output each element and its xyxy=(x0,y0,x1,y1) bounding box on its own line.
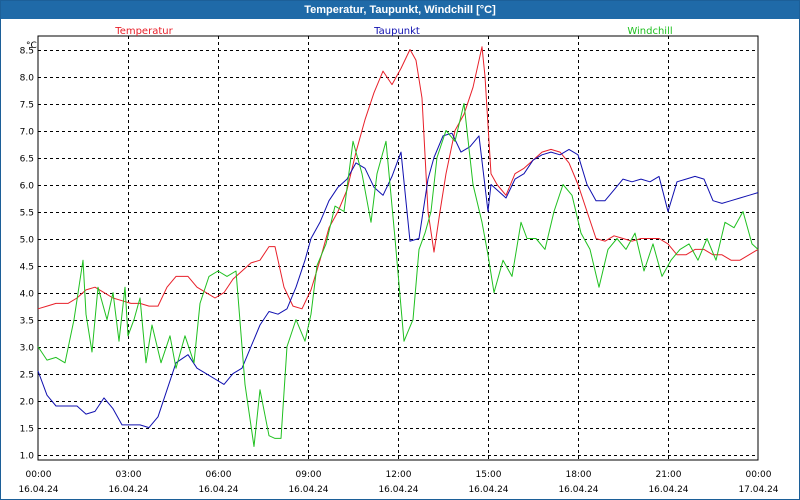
y-tick-label: 1.0 xyxy=(20,452,35,462)
x-tick-time: 00:00 xyxy=(746,470,772,480)
y-tick-label: 1.5 xyxy=(20,425,34,435)
y-tick-label: 2.0 xyxy=(20,398,35,408)
x-tick-date: 16.04.24 xyxy=(288,485,328,495)
x-tick-time: 09:00 xyxy=(296,470,322,480)
plot-frame xyxy=(37,35,759,461)
y-tick-label: 7.0 xyxy=(20,128,35,138)
y-tick-label: 8.0 xyxy=(20,74,35,84)
x-tick-time: 21:00 xyxy=(656,470,682,480)
x-tick-date: 16.04.24 xyxy=(378,485,418,495)
series-line-taupunkt xyxy=(37,132,759,429)
y-tick-label: 6.5 xyxy=(20,155,34,165)
x-tick-date: 16.04.24 xyxy=(558,485,598,495)
chart-series xyxy=(37,46,759,447)
x-tick-time: 15:00 xyxy=(476,470,502,480)
y-tick-label: 3.0 xyxy=(20,344,35,354)
legend-temperatur: Temperatur xyxy=(114,26,173,37)
y-tick-label: 4.0 xyxy=(20,290,35,300)
chart-axes xyxy=(37,35,759,461)
y-tick-label: 6.0 xyxy=(20,182,35,192)
y-tick-label: 8.5 xyxy=(20,47,34,57)
y-tick-label: 3.5 xyxy=(20,317,34,327)
x-tick-time: 03:00 xyxy=(116,470,142,480)
x-tick-date: 16.04.24 xyxy=(468,485,508,495)
legend-windchill: Windchill xyxy=(627,26,672,37)
x-tick-time: 18:00 xyxy=(566,470,592,480)
series-line-windchill xyxy=(37,103,759,447)
y-tick-label: 4.5 xyxy=(20,263,34,273)
x-tick-time: 06:00 xyxy=(206,470,232,480)
tick-labels: 1.0 1.5 2.0 2.5 3.0 3.5 4.0 4.5 5.0 5.5 6.0 6.5 7.0 7… xyxy=(18,41,778,495)
y-axis-label: °C xyxy=(26,41,37,51)
x-tick-date: 17.04.24 xyxy=(738,485,778,495)
window-title: Temperatur, Taupunkt, Windchill [°C] xyxy=(1,1,799,19)
x-tick-date: 16.04.24 xyxy=(18,485,58,495)
chart-legend: Temperatur Taupunkt Windchill xyxy=(114,26,672,37)
y-tick-label: 2.5 xyxy=(20,371,34,381)
y-tick-label: 7.5 xyxy=(20,101,34,111)
x-tick-time: 12:00 xyxy=(386,470,412,480)
chart-grid xyxy=(38,36,758,460)
y-tick-label: 5.0 xyxy=(20,236,35,246)
x-tick-time: 00:00 xyxy=(26,470,52,480)
x-tick-date: 16.04.24 xyxy=(108,485,148,495)
series-line-temperatur xyxy=(37,46,759,310)
x-tick-date: 16.04.24 xyxy=(198,485,238,495)
y-tick-label: 5.5 xyxy=(20,209,34,219)
x-tick-date: 16.04.24 xyxy=(648,485,688,495)
legend-taupunkt: Taupunkt xyxy=(373,26,420,37)
